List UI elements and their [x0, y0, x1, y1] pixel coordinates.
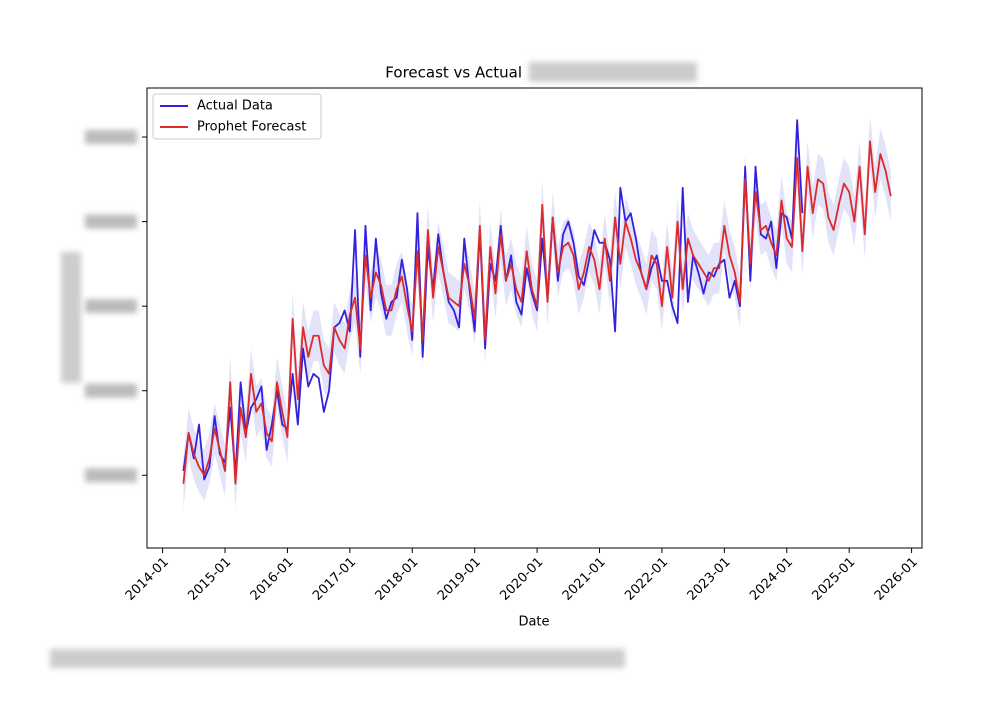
legend-label: Actual Data [197, 99, 273, 114]
series-line [182, 140, 892, 485]
chart-title: Forecast vs Actual [385, 64, 522, 82]
legend-box [152, 93, 322, 140]
uncertainty-band [183, 115, 891, 510]
legend-label: Prophet Forecast [197, 120, 306, 135]
x-axis-label: Date [518, 615, 549, 630]
redacted-footer [50, 649, 625, 668]
redacted-y-tick-label [85, 299, 137, 314]
redacted-y-tick-label [85, 468, 137, 483]
redacted-y-tick-label [85, 130, 137, 145]
redacted-y-tick-label [85, 214, 137, 229]
redacted-y-tick-label [85, 383, 137, 398]
plot-frame [146, 87, 923, 549]
legend: Actual Data Prophet Forecast [152, 93, 322, 140]
redacted-y-label [61, 252, 81, 383]
redacted-title [529, 62, 697, 82]
